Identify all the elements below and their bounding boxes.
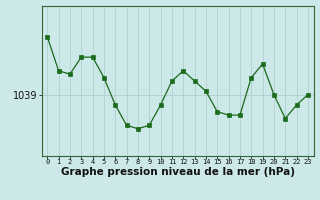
X-axis label: Graphe pression niveau de la mer (hPa): Graphe pression niveau de la mer (hPa) <box>60 167 295 177</box>
